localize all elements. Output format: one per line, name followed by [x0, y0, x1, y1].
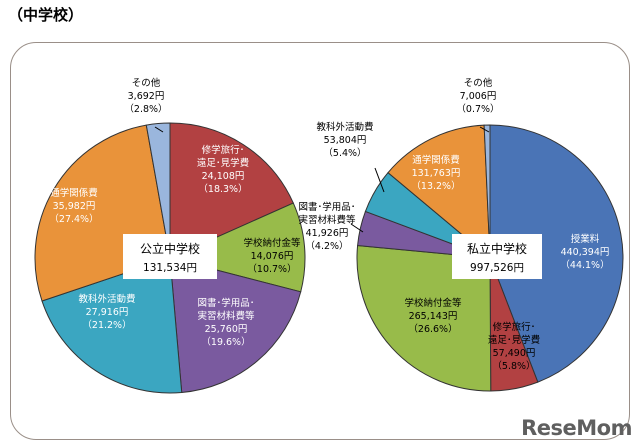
slice-label-line: （5.4%） [323, 147, 366, 159]
pie-slice [169, 257, 302, 394]
slice-label-line: 24,108円 [202, 171, 245, 182]
slice-label-line: （2.8%） [124, 103, 167, 115]
slice-label: 学校納付金等 14,076円（10.7%） [243, 237, 301, 275]
slice-label-line: 57,490円 [493, 348, 536, 359]
slice-label-line: 35,982円 [53, 201, 96, 212]
slice-label-line: 実習材料費等 [298, 214, 356, 226]
pie-slice [356, 245, 492, 392]
pie-slice [41, 257, 183, 394]
pie-chart-public: 修学旅行･遠足･見学費 24,108円（18.3%）学校納付金等 14,076円（1… [34, 77, 306, 394]
slice-label: 教科外活動費 27,916円（21.2%） [78, 293, 135, 331]
slice-label-line: 41,926円 [306, 228, 349, 239]
slice-label: 図書･学用品･実習材料費等 41,926円（4.2%） [298, 201, 356, 252]
slice-label-line: 修学旅行･ [493, 321, 536, 333]
slice-label-line: （0.7%） [456, 103, 499, 115]
slice-label-line: （19.6%） [201, 336, 250, 348]
pie-slice [145, 122, 171, 259]
slice-label-line: 通学関係費 [412, 154, 460, 166]
chart-title: 公立中学校 [140, 241, 200, 256]
pie-chart-private: 授業料 440,394円（44.1%） 修学旅行･遠足･見学費 57,490円（5.8… [298, 77, 624, 392]
slice-label-line: 27,916円 [86, 307, 129, 318]
slice-label-line: 7,006円 [460, 91, 497, 102]
center-label-box [452, 234, 542, 279]
slice-label: 通学関係費 131,763円（13.2%） [411, 154, 460, 192]
slice-label-line: 遠足･見学費 [488, 334, 540, 346]
slice-label-line: 265,143円 [409, 311, 458, 322]
leader-line [479, 126, 490, 133]
slice-label-line: （4.2%） [305, 240, 348, 252]
slice-label-line: 修学旅行･ [202, 144, 245, 156]
slice-label-line: （21.2%） [82, 319, 131, 331]
leader-line [154, 126, 164, 133]
slice-label: その他 7,006円（0.7%） [456, 77, 499, 115]
slice-label-line: 授業料 [571, 233, 600, 245]
pie-slice [387, 124, 491, 260]
leader-line [374, 167, 385, 193]
slice-label: 教科外活動費 53,804円（5.4%） [316, 121, 373, 159]
slice-label-line: 学校納付金等 [243, 237, 301, 249]
slice-label: 学校納付金等 265,143円（26.6%） [404, 297, 462, 335]
slice-label-line: 通学関係費 [50, 187, 98, 199]
leader-line [350, 223, 364, 233]
slice-label: 図書･学用品･実習材料費等 25,760円（19.6%） [197, 297, 255, 348]
slice-label: 修学旅行･遠足･見学費 24,108円（18.3%） [197, 144, 249, 195]
slice-label-line: 図書･学用品･ [298, 201, 355, 213]
slice-label-line: 3,692円 [128, 91, 165, 102]
chart-title: 私立中学校 [467, 241, 527, 256]
slice-label-line: 14,076円 [251, 251, 294, 262]
slice-label: その他 3,692円（2.8%） [124, 77, 167, 115]
slice-label-line: （18.3%） [198, 183, 247, 195]
slice-label-line: 教科外活動費 [316, 121, 373, 133]
resemom-logo: ReseMom [521, 416, 632, 440]
section-heading: （中学校） [8, 6, 84, 24]
center-label-box [123, 234, 217, 279]
slice-label-line: （10.7%） [247, 263, 296, 275]
slice-label-line: （26.6%） [408, 323, 457, 335]
slice-label-line: （13.2%） [411, 180, 460, 192]
pie-slice [169, 122, 294, 259]
pie-slice [489, 124, 624, 383]
slice-label-line: 53,804円 [324, 135, 367, 146]
slice-label: 授業料 440,394円（44.1%） [560, 233, 609, 271]
slice-label-line: 教科外活動費 [78, 293, 135, 305]
pie-slice [483, 124, 491, 259]
slice-label-line: 学校納付金等 [404, 297, 462, 309]
slice-label: 通学関係費 35,982円（27.4%） [49, 187, 98, 225]
chart-total: 997,526円 [470, 262, 524, 274]
slice-label-line: その他 [132, 77, 161, 89]
slice-label-line: 実習材料費等 [197, 310, 255, 322]
pie-slice [168, 202, 306, 293]
slice-label-line: 440,394円 [561, 247, 610, 258]
slice-label-line: 図書･学用品･ [197, 297, 254, 309]
slice-label-line: 131,763円 [412, 168, 461, 179]
slice-label-line: その他 [464, 77, 493, 89]
slice-label-line: 遠足･見学費 [197, 157, 249, 169]
slice-label: 修学旅行･遠足･見学費 57,490円（5.8%） [488, 321, 540, 372]
chart-total: 131,534円 [143, 262, 197, 274]
slice-label-line: （44.1%） [560, 259, 609, 271]
slice-label-line: （27.4%） [49, 213, 98, 225]
slice-label-line: 25,760円 [205, 324, 248, 335]
slice-label-line: （5.8%） [492, 360, 535, 372]
